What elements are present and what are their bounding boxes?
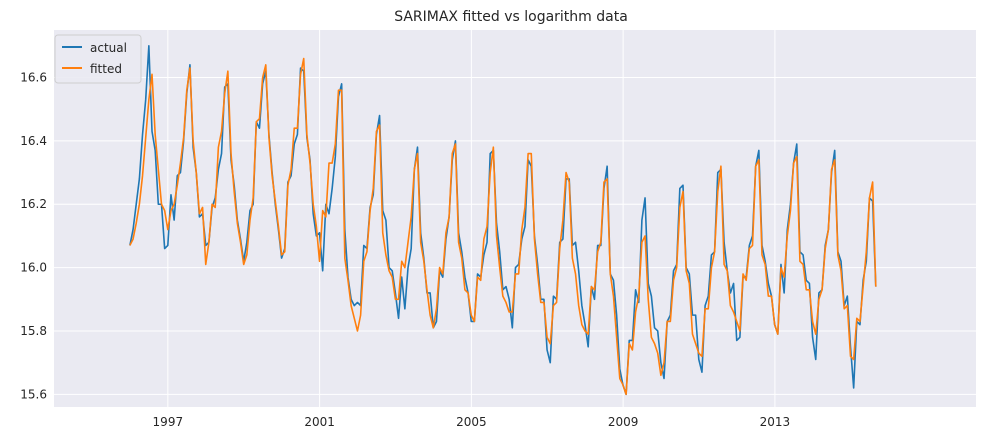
legend: actual fitted: [54, 34, 142, 84]
legend-label-actual: actual: [90, 41, 127, 55]
chart-title: SARIMAX fitted vs logarithm data: [394, 9, 628, 25]
x-axis: 1997 2001 2005 2009 2013: [153, 415, 791, 429]
y-tick-label: 16.0: [20, 261, 47, 275]
x-tick-label: 2005: [456, 415, 487, 429]
x-tick-label: 1997: [153, 415, 184, 429]
y-tick-label: 15.8: [20, 324, 47, 338]
series-line-fitted: [129, 57, 877, 396]
y-axis: 15.6 15.8 16.0 16.2 16.4 16.6: [20, 71, 47, 402]
y-tick-label: 16.6: [20, 71, 47, 85]
x-tick-label: 2001: [304, 415, 335, 429]
legend-label-fitted: fitted: [90, 62, 122, 76]
plot-area: [54, 30, 976, 407]
series-layer: [129, 45, 877, 396]
grid: [54, 30, 976, 407]
y-tick-label: 15.6: [20, 387, 47, 401]
y-tick-label: 16.2: [20, 197, 47, 211]
x-tick-label: 2009: [608, 415, 639, 429]
x-tick-label: 2013: [760, 415, 791, 429]
y-tick-label: 16.4: [20, 134, 47, 148]
